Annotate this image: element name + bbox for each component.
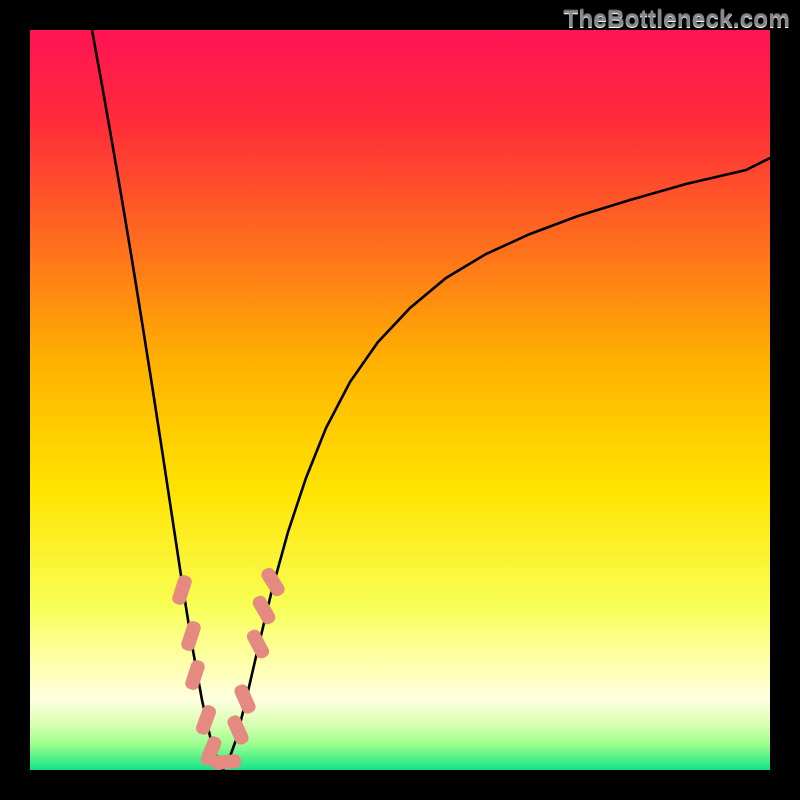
curve-marker [250,594,277,627]
curve-marker [194,704,217,737]
curve-marker [226,713,251,746]
curve-marker [210,754,241,770]
marker-layer [30,30,770,770]
plot-area [30,30,770,770]
curve-marker [180,620,203,653]
chart-frame: TheBottleneck.com [0,0,800,800]
curve-marker [184,659,207,692]
curve-marker [171,574,194,607]
curve-marker [233,682,258,715]
curve-marker [259,566,287,599]
curve-marker [245,627,271,660]
